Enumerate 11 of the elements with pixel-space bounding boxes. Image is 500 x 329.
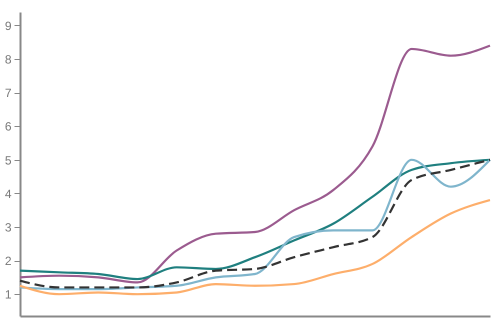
y-tick-label: 9 <box>4 18 12 33</box>
y-tick-label: 7 <box>4 86 12 100</box>
y-tick-label: 6 <box>4 120 12 134</box>
y-tick-label: 1 <box>4 288 12 302</box>
y-tick-label: 8 <box>4 52 12 67</box>
y-tick-label: 3 <box>4 220 12 234</box>
line-series <box>18 199 492 296</box>
y-tick-label: 5 <box>4 153 12 168</box>
line-series <box>18 44 492 284</box>
y-tick-label: 4 <box>4 186 12 201</box>
y-tick-label: 2 <box>4 254 12 268</box>
